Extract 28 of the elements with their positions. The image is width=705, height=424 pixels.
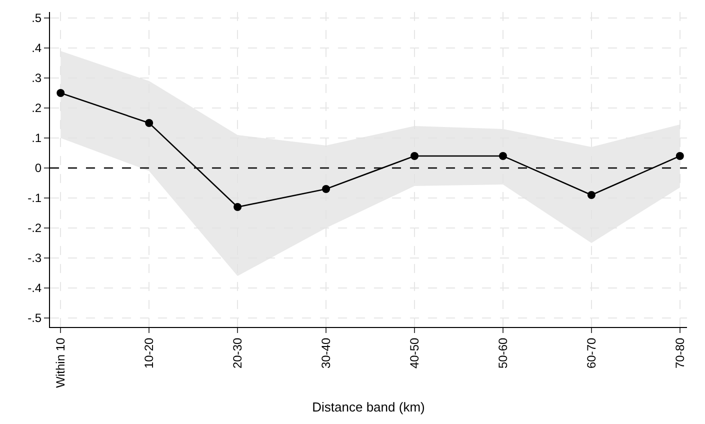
x-tick-label: Within 10 <box>54 337 68 388</box>
point <box>498 152 507 160</box>
point <box>676 152 684 160</box>
point <box>322 185 330 193</box>
y-tick-label: .1 <box>32 131 42 146</box>
y-tick-label: .3 <box>32 71 42 86</box>
y-tick-label: -.4 <box>28 281 42 296</box>
point <box>56 89 65 97</box>
x-tick-label: 60-70 <box>584 337 598 369</box>
point <box>410 152 419 160</box>
y-tick-label: 0 <box>34 161 42 176</box>
y-tick-label: -.5 <box>28 311 42 326</box>
y-tick-label: -.3 <box>28 251 42 266</box>
y-tick-label: -.1 <box>28 191 42 206</box>
y-tick-label: .2 <box>32 101 42 116</box>
y-tick-label: .5 <box>32 11 42 26</box>
point <box>234 203 242 211</box>
point <box>587 191 596 199</box>
x-tick-label: 10-20 <box>142 337 156 369</box>
x-tick-label: 70-80 <box>672 337 687 369</box>
y-tick-label: .4 <box>32 41 42 56</box>
x-tick-label: 20-30 <box>230 337 244 369</box>
y-tick-label: -.2 <box>28 221 42 236</box>
x-axis-title: Distance band (km) <box>312 399 425 414</box>
x-tick-label: 50-60 <box>496 337 510 369</box>
point <box>145 119 154 127</box>
x-tick-label: 30-40 <box>318 337 333 369</box>
x-tick-label: 40-50 <box>407 337 422 369</box>
